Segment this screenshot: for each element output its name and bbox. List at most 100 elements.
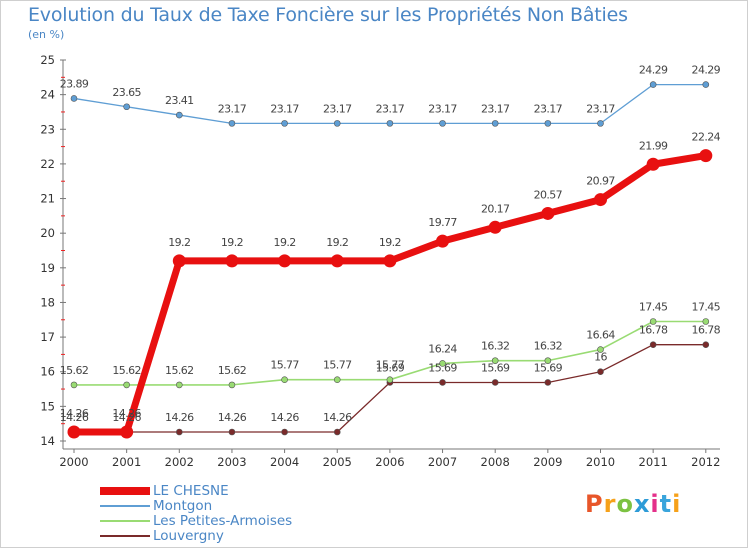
y-tick-label: 21 [40,192,55,206]
data-label: 16.78 [692,324,721,337]
data-label: 19.2 [326,236,348,249]
data-point [225,254,239,268]
data-label: 15.69 [481,361,510,374]
data-label: 14.26 [323,411,352,424]
data-label: 16.32 [481,340,510,353]
y-tick-label: 18 [40,295,55,309]
y-tick-label: 25 [40,53,55,67]
data-label: 14.26 [165,411,194,424]
data-label: 15.62 [218,364,247,377]
data-point [649,318,657,325]
data-label: 19.2 [168,236,190,249]
data-point [333,120,341,127]
data-label: 17.45 [692,301,721,314]
data-label: 14.26 [270,411,299,424]
data-label: 17.45 [639,301,668,314]
data-label: 15.77 [376,359,405,372]
data-point [597,120,604,127]
data-point [281,428,288,436]
data-label: 14.26 [218,411,247,424]
data-point [123,381,130,389]
data-point [386,120,394,127]
series-line-le-chesne [74,152,707,436]
data-point [702,81,710,88]
data-point [333,376,341,383]
data-point [488,220,502,234]
y-tick-label: 23 [40,122,55,136]
x-tick-label: 2012 [691,455,720,469]
legend-label: Louvergny [153,528,224,544]
y-tick-label: 14 [40,434,55,448]
legend-swatch [100,520,150,522]
data-point [176,111,183,119]
data-label: 16.32 [534,340,563,353]
logo-letter: P [585,490,604,518]
data-point [544,357,552,364]
data-label: 20.97 [586,175,615,188]
data-point [699,149,713,163]
x-tick-label: 2006 [375,455,404,469]
x-tick-label: 2011 [639,455,668,469]
logo-letter: i [650,490,660,518]
y-tick-label: 22 [40,157,55,171]
proxiti-logo: Proxiti [585,490,681,518]
y-tick-label: 24 [40,88,55,102]
x-tick-label: 2004 [270,455,299,469]
data-point [491,120,499,127]
data-label: 20.57 [534,188,563,201]
data-point [70,381,78,389]
x-tick-label: 2010 [586,455,615,469]
data-point [228,381,236,389]
logo-letter: o [616,490,634,518]
x-tick-label: 2001 [112,455,141,469]
data-point [649,341,657,349]
x-tick-label: 2005 [323,455,352,469]
data-label: 23.17 [534,102,563,115]
data-label: 24.29 [692,64,721,77]
data-label: 23.17 [428,102,457,115]
data-label: 24.29 [639,64,668,77]
data-label: 14.26 [60,407,89,420]
data-label: 14.26 [112,411,141,424]
logo-letter: t [659,490,673,518]
x-tick-label: 2002 [165,455,194,469]
data-point [123,103,130,111]
logo-letter: i [672,490,682,518]
data-label: 23.89 [60,77,89,90]
x-tick-label: 2009 [533,455,562,469]
data-point [383,254,397,268]
data-point [436,234,450,248]
data-label: 14.26 [60,411,89,424]
logo-letter: r [603,490,617,518]
data-point [172,254,186,268]
data-label: 23.17 [376,102,405,115]
data-label: 19.77 [428,216,457,229]
data-label: 23.17 [270,102,299,115]
data-point [439,120,446,127]
data-point [649,81,657,88]
data-label: 15.62 [60,364,89,377]
data-point [176,381,183,389]
legend-swatch [100,487,150,495]
x-tick-label: 2003 [217,455,246,469]
legend-swatch [100,535,150,537]
legend-label: Montgon [153,498,213,514]
data-label: 15.77 [270,359,299,372]
data-point [439,379,446,386]
legend-swatch [100,505,150,507]
data-label: 23.17 [586,102,615,115]
data-point [281,376,288,383]
data-point [594,193,607,207]
data-point [541,206,555,220]
data-label: 14.26 [112,407,141,420]
y-tick-label: 20 [40,226,55,240]
data-point [333,428,341,436]
data-point [702,341,710,349]
x-tick-label: 2000 [59,455,88,469]
data-point [67,425,81,439]
data-label: 20.17 [481,202,510,215]
chart-title: Evolution du Taux de Taxe Foncière sur l… [28,4,628,26]
y-tick-label: 15 [40,399,55,413]
data-point [702,318,710,325]
